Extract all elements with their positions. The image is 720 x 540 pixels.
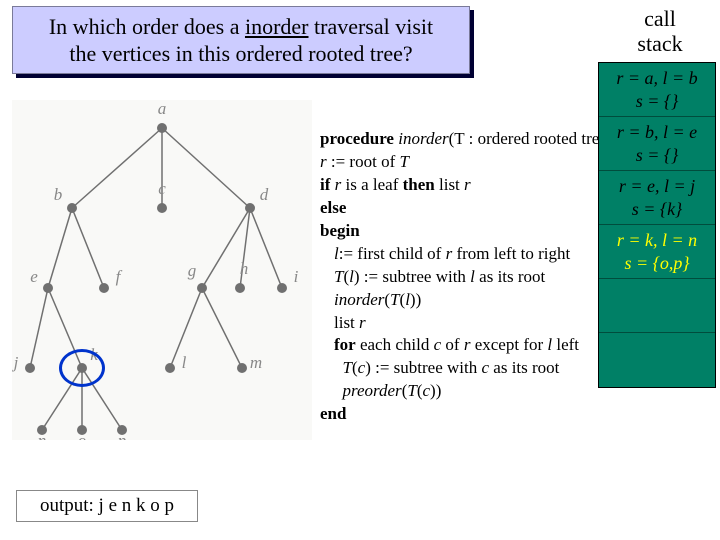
highlight-circle — [59, 349, 105, 387]
proc-l8: list r — [320, 312, 640, 335]
svg-text:l: l — [182, 353, 187, 372]
callstack-header: call stack — [600, 6, 720, 57]
svg-text:d: d — [260, 185, 269, 204]
stack-frame: r = a, l = bs = {} — [599, 63, 715, 117]
svg-text:b: b — [54, 185, 63, 204]
title-text: In which order does a inorder traversal … — [49, 13, 433, 68]
title-part2: the vertices in this ordered rooted tree… — [69, 41, 412, 66]
proc-l11: preorder(T(c)) — [320, 380, 640, 403]
svg-text:o: o — [78, 431, 87, 440]
tree-diagram: abcdefghijklmnop — [12, 100, 312, 440]
callstack: r = a, l = bs = {}r = b, l = es = {}r = … — [598, 62, 716, 388]
svg-text:f: f — [116, 267, 123, 286]
output-box: output: j e n k o p — [16, 490, 198, 522]
stack-frame — [599, 279, 715, 333]
procedure-block: procedure inorder(T : ordered rooted tre… — [320, 128, 640, 426]
svg-text:h: h — [240, 259, 249, 278]
proc-l10: T(c) := subtree with c as its root — [320, 357, 640, 380]
svg-text:e: e — [30, 267, 38, 286]
title-part1b: traversal visit — [309, 14, 434, 39]
tree-svg: abcdefghijklmnop — [12, 100, 312, 440]
proc-l2: if r is a leaf then list r — [320, 174, 640, 197]
title-underline: inorder — [245, 14, 309, 39]
stack-frame — [599, 333, 715, 387]
proc-l7: inorder(T(l)) — [320, 289, 640, 312]
stack-frame: r = k, l = ns = {o,p} — [599, 225, 715, 279]
title-part1: In which order does a — [49, 14, 245, 39]
proc-l4: begin — [320, 220, 640, 243]
stack-frame: r = b, l = es = {} — [599, 117, 715, 171]
title-box: In which order does a inorder traversal … — [12, 6, 470, 74]
callstack-h1: call — [644, 6, 676, 31]
proc-l5: l:= first child of r from left to right — [320, 243, 640, 266]
output-text: output: j e n k o p — [40, 495, 174, 517]
svg-text:c: c — [158, 179, 166, 198]
svg-text:m: m — [250, 353, 262, 372]
svg-text:n: n — [38, 431, 47, 440]
svg-text:a: a — [158, 100, 167, 118]
svg-text:j: j — [12, 353, 19, 372]
svg-text:g: g — [188, 261, 197, 280]
callstack-h2: stack — [637, 31, 682, 56]
proc-l6: T(l) := subtree with l as its root — [320, 266, 640, 289]
proc-l12: end — [320, 403, 640, 426]
stack-frame: r = e, l = js = {k} — [599, 171, 715, 225]
svg-text:i: i — [294, 267, 299, 286]
proc-l1: r := root of T — [320, 151, 640, 174]
svg-text:p: p — [117, 431, 127, 440]
proc-l3: else — [320, 197, 640, 220]
proc-l0: procedure inorder(T : ordered rooted tre… — [320, 128, 640, 151]
proc-l9: for each child c of r except for l left — [320, 334, 640, 357]
